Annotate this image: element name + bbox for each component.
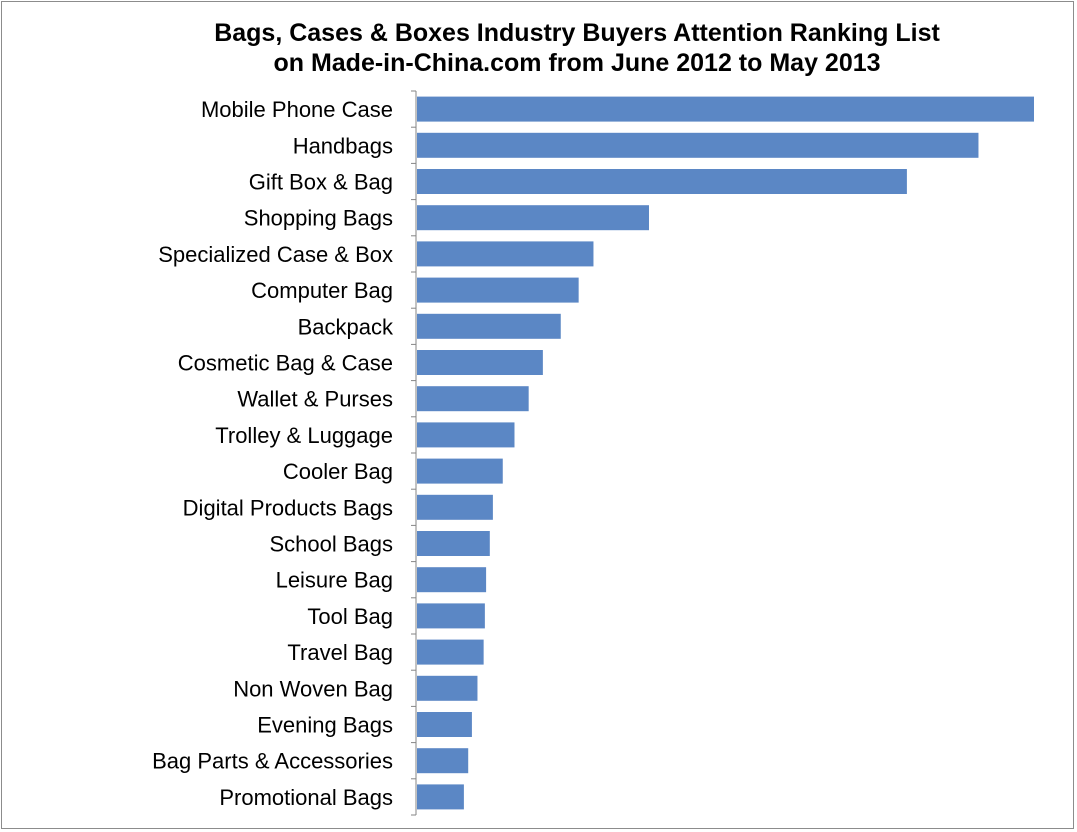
bar <box>417 205 649 231</box>
bar <box>417 313 561 339</box>
bar <box>417 241 594 267</box>
bar <box>417 458 503 484</box>
bar <box>417 784 464 810</box>
category-label: Handbags <box>293 133 393 158</box>
category-label: Digital Products Bags <box>183 495 393 520</box>
category-label: Non Woven Bag <box>233 676 393 701</box>
bar <box>417 422 515 448</box>
category-label: Backpack <box>298 314 394 339</box>
bar <box>417 748 469 774</box>
chart-title-line-2: on Made-in-China.com from June 2012 to M… <box>273 49 881 77</box>
bar <box>417 494 493 520</box>
category-label: Bag Parts & Accessories <box>152 749 393 774</box>
bar <box>417 639 484 665</box>
bar <box>417 675 478 701</box>
category-label: Leisure Bag <box>276 568 393 593</box>
bar <box>417 277 579 303</box>
category-axis <box>411 90 417 816</box>
category-label: Cosmetic Bag & Case <box>178 351 393 376</box>
bar <box>417 96 1034 122</box>
category-label: Wallet & Purses <box>237 387 393 412</box>
category-label: School Bags <box>269 532 393 557</box>
category-label: Gift Box & Bag <box>249 170 393 195</box>
category-label: Tool Bag <box>307 604 393 629</box>
category-labels: Mobile Phone Case Handbags Gift Box & Bag S… <box>152 97 394 810</box>
category-label: Shopping Bags <box>244 206 393 231</box>
bar <box>417 350 543 375</box>
bar <box>417 567 487 593</box>
category-label: Specialized Case & Box <box>158 242 393 267</box>
chart-title-line-1: Bags, Cases & Boxes Industry Buyers Atte… <box>214 19 940 47</box>
bar-series <box>417 96 1034 810</box>
category-label: Evening Bags <box>257 713 393 738</box>
category-label: Mobile Phone Case <box>201 97 393 122</box>
bar <box>417 712 472 737</box>
bar <box>417 531 490 556</box>
bar <box>417 603 485 629</box>
bar <box>417 386 529 412</box>
category-label: Trolley & Luggage <box>215 423 393 448</box>
bar <box>417 169 907 194</box>
category-label: Promotional Bags <box>219 785 393 810</box>
bar <box>417 132 979 158</box>
category-label: Travel Bag <box>287 640 393 665</box>
category-label: Cooler Bag <box>283 459 393 484</box>
category-label: Computer Bag <box>251 278 393 303</box>
chart-title: Bags, Cases & Boxes Industry Buyers Atte… <box>2 18 1077 78</box>
